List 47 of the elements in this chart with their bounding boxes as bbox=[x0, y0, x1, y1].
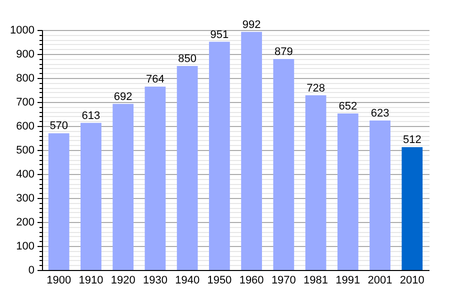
data-label: 879 bbox=[274, 46, 293, 58]
bar bbox=[337, 114, 358, 270]
data-label: 570 bbox=[50, 120, 68, 132]
bar bbox=[48, 133, 70, 270]
bar bbox=[273, 59, 294, 270]
y-tick-label: 300 bbox=[16, 192, 34, 204]
y-tick-label: 800 bbox=[16, 72, 34, 84]
data-label: 652 bbox=[338, 100, 358, 113]
y-tick-label: 900 bbox=[16, 48, 34, 60]
x-tick-label: 1940 bbox=[175, 274, 200, 286]
y-tick-label: 500 bbox=[16, 144, 34, 156]
bar bbox=[144, 86, 166, 270]
bar bbox=[241, 32, 262, 270]
data-label: 764 bbox=[146, 74, 164, 86]
x-tick-label: 1900 bbox=[46, 274, 72, 286]
x-tick-label: 2010 bbox=[400, 274, 424, 286]
data-label: 613 bbox=[82, 110, 100, 122]
y-tick-label: 0 bbox=[28, 264, 34, 276]
bar bbox=[112, 104, 134, 270]
bar bbox=[209, 42, 230, 270]
y-tick-label: 200 bbox=[16, 216, 34, 228]
y-tick-label: 700 bbox=[16, 96, 34, 108]
y-tick-label: 600 bbox=[16, 120, 34, 132]
data-label: 951 bbox=[210, 28, 229, 41]
bar bbox=[305, 95, 326, 270]
x-tick-label: 1930 bbox=[142, 274, 168, 286]
data-label: 692 bbox=[114, 90, 132, 103]
y-tick-label: 400 bbox=[16, 168, 34, 180]
data-label: 992 bbox=[242, 18, 261, 31]
x-tick-label: 2001 bbox=[368, 274, 392, 286]
bar bbox=[402, 147, 423, 270]
data-label: 850 bbox=[178, 53, 197, 65]
x-tick-label: 1970 bbox=[271, 274, 296, 286]
x-tick-label: 1910 bbox=[78, 274, 104, 286]
x-tick-label: 1920 bbox=[110, 274, 136, 286]
bar bbox=[176, 66, 198, 270]
data-label: 728 bbox=[306, 82, 325, 94]
x-tick-label: 1981 bbox=[304, 274, 328, 286]
bar bbox=[370, 120, 390, 270]
y-tick-label: 1000 bbox=[10, 24, 34, 36]
x-tick-label: 1960 bbox=[239, 274, 264, 286]
x-tick-label: 1950 bbox=[207, 274, 232, 286]
y-tick-label: 100 bbox=[16, 240, 34, 252]
data-label: 623 bbox=[370, 107, 390, 120]
x-tick-label: 1991 bbox=[336, 274, 360, 286]
data-label: 512 bbox=[402, 134, 422, 146]
bar bbox=[80, 122, 102, 270]
